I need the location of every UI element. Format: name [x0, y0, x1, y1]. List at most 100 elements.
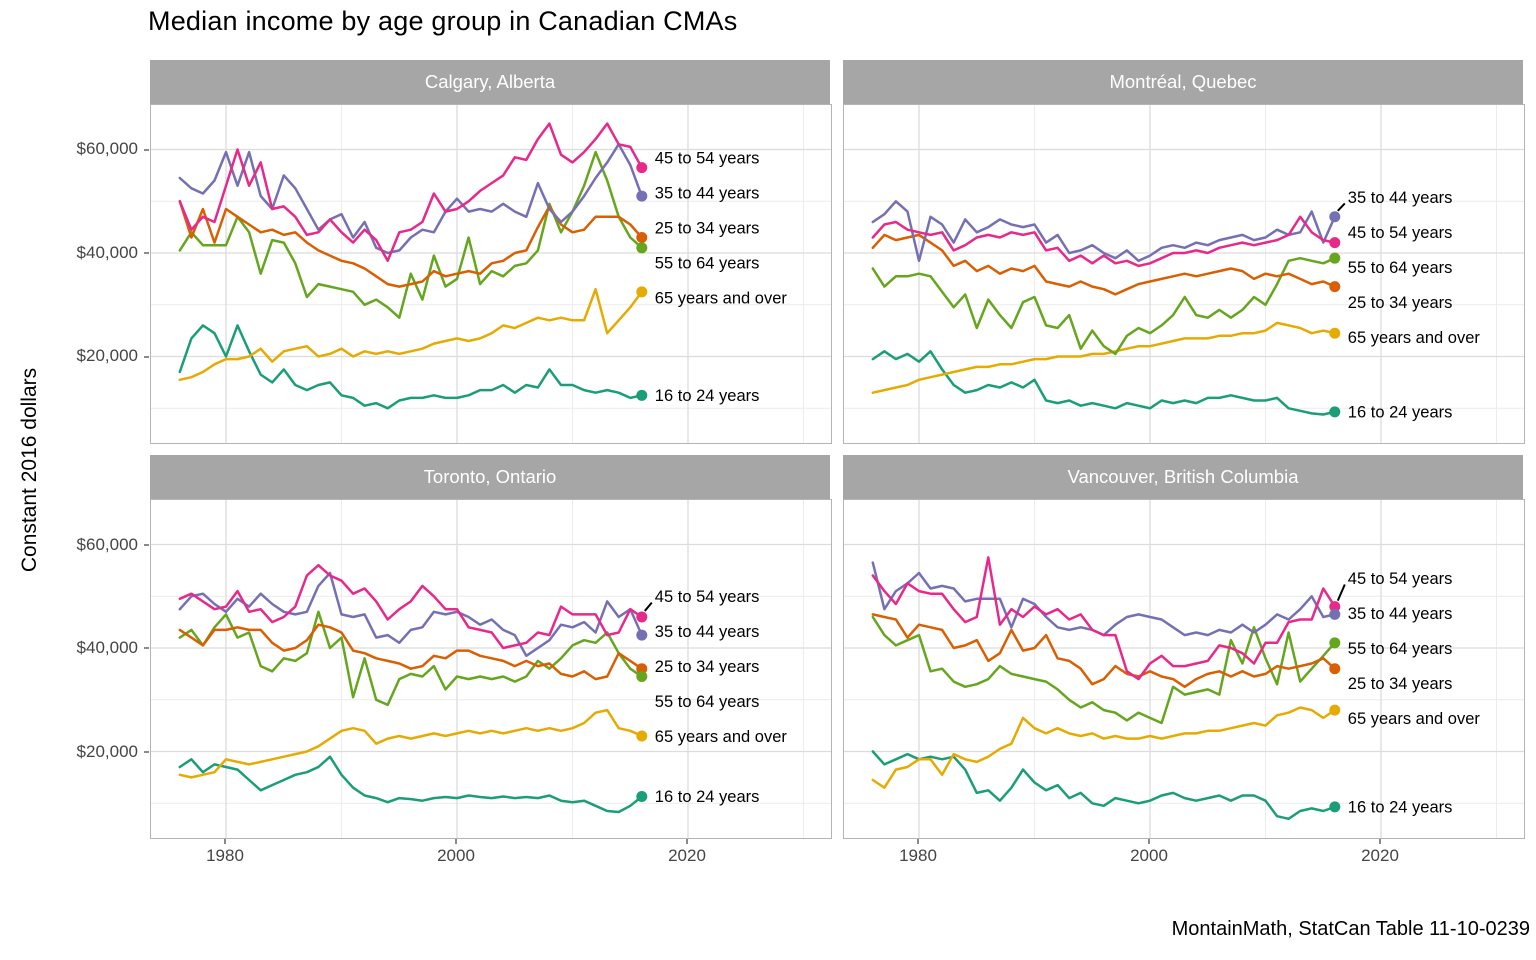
- series-label-25-to-34-years: 25 to 34 years: [1348, 294, 1453, 312]
- series-line-16-to-24-years: [871, 750, 1337, 821]
- series-label-65-years-and-over: 65 years and over: [1348, 329, 1481, 347]
- label-leader-line: [1337, 202, 1346, 212]
- series-line-25-to-34-years: [871, 233, 1337, 296]
- x-tick-label: 2000: [437, 846, 475, 865]
- series-label-35-to-44-years: 35 to 44 years: [655, 185, 760, 203]
- series-line-65-years-and-over: [178, 287, 644, 382]
- series-end-dot-25-to-34-years: [636, 231, 648, 243]
- series-label-55-to-64-years: 55 to 64 years: [655, 255, 760, 273]
- plot-area-vancouver: 45 to 54 years 35 to 44 years 55 to 64 yea…: [843, 499, 1525, 839]
- series-label-55-to-64-years: 55 to 64 years: [1348, 640, 1453, 658]
- series-label-65-years-and-over: 65 years and over: [1348, 710, 1481, 728]
- series-label-65-years-and-over: 65 years and over: [655, 290, 788, 308]
- x-tick-label: 2000: [1130, 846, 1168, 865]
- series-line-16-to-24-years: [178, 324, 644, 410]
- series-label-16-to-24-years: 16 to 24 years: [655, 387, 760, 405]
- series-label-55-to-64-years: 55 to 64 years: [655, 693, 760, 711]
- series-line-16-to-24-years: [178, 755, 644, 814]
- series-line-65-years-and-over: [871, 321, 1337, 394]
- label-leader-line: [644, 601, 653, 612]
- x-tick-label: 1980: [206, 846, 244, 865]
- label-leader-line: [1336, 584, 1346, 601]
- x-tick-mark: [224, 839, 226, 844]
- series-line-35-to-44-years: [178, 143, 644, 255]
- series-end-dot-45-to-54-years: [636, 611, 648, 623]
- series-end-dot-35-to-44-years: [636, 629, 648, 641]
- series-end-dot-55-to-64-years: [636, 670, 648, 682]
- series-label-45-to-54-years: 45 to 54 years: [655, 588, 760, 606]
- series-end-dot-16-to-24-years: [1329, 801, 1341, 813]
- series-label-25-to-34-years: 25 to 34 years: [1348, 675, 1453, 693]
- plot-area-montreal: 35 to 44 years 45 to 54 years 55 to 64 yea…: [843, 104, 1525, 444]
- plot-area-calgary: 45 to 54 years 35 to 44 years 25 to 34 yea…: [150, 104, 832, 444]
- y-tick-mark: [144, 751, 149, 753]
- y-tick-label: $20,000: [76, 742, 138, 761]
- y-tick-label: $20,000: [76, 346, 138, 365]
- series-line-55-to-64-years: [178, 150, 644, 319]
- y-tick-label: $40,000: [76, 243, 138, 262]
- series-line-16-to-24-years: [871, 350, 1337, 416]
- y-tick-mark: [144, 252, 149, 254]
- series-line-55-to-64-years: [178, 610, 644, 707]
- y-tick-mark: [144, 647, 149, 649]
- x-tick-label: 1980: [899, 846, 937, 865]
- facet-strip-toronto: Toronto, Ontario: [150, 455, 830, 499]
- x-tick-mark: [455, 839, 457, 844]
- y-tick-mark: [144, 356, 149, 358]
- facet-panel-calgary: Calgary, Alberta 45 to 54 years 35 to 44 …: [150, 60, 832, 444]
- y-tick-label: $60,000: [76, 535, 138, 554]
- facet-panel-vancouver: Vancouver, British Columbia 45 to 54 yea…: [843, 455, 1525, 839]
- series-end-dot-45-to-54-years: [1329, 237, 1341, 249]
- series-line-55-to-64-years: [871, 615, 1337, 725]
- series-end-dot-45-to-54-years: [636, 162, 648, 174]
- series-label-25-to-34-years: 25 to 34 years: [655, 220, 760, 238]
- series-line-55-to-64-years: [871, 256, 1337, 356]
- series-line-45-to-54-years: [871, 556, 1337, 681]
- series-end-dot-16-to-24-years: [636, 389, 648, 401]
- series-end-dot-55-to-64-years: [1329, 252, 1341, 264]
- chart-title: Median income by age group in Canadian C…: [148, 6, 738, 36]
- series-end-dot-65-years-and-over: [1329, 327, 1341, 339]
- series-label-45-to-54-years: 45 to 54 years: [655, 150, 760, 168]
- facet-strip-calgary: Calgary, Alberta: [150, 60, 830, 104]
- x-tick-mark: [917, 839, 919, 844]
- series-end-dot-65-years-and-over: [636, 286, 648, 298]
- series-line-45-to-54-years: [871, 215, 1337, 268]
- series-label-16-to-24-years: 16 to 24 years: [1348, 798, 1453, 816]
- facet-panel-toronto: Toronto, Ontario 45 to 54 years 35 to 44 …: [150, 455, 832, 839]
- series-line-25-to-34-years: [178, 623, 644, 681]
- y-tick-label: $40,000: [76, 638, 138, 657]
- chart-caption: MontainMath, StatCan Table 11-10-0239: [1171, 918, 1530, 940]
- x-tick-mark: [1148, 839, 1150, 844]
- series-label-65-years-and-over: 65 years and over: [655, 728, 788, 746]
- plot-area-toronto: 45 to 54 years 35 to 44 years 25 to 34 yea…: [150, 499, 832, 839]
- x-tick-label: 2020: [668, 846, 706, 865]
- series-end-dot-16-to-24-years: [1329, 406, 1341, 418]
- series-line-45-to-54-years: [178, 563, 644, 650]
- series-end-dot-35-to-44-years: [636, 190, 648, 202]
- series-end-dot-55-to-64-years: [1329, 637, 1341, 649]
- series-label-55-to-64-years: 55 to 64 years: [1348, 259, 1453, 277]
- series-label-16-to-24-years: 16 to 24 years: [655, 788, 760, 806]
- series-label-45-to-54-years: 45 to 54 years: [1348, 570, 1453, 588]
- facet-panel-montreal: Montréal, Quebec 35 to 44 years 45 to 54 …: [843, 60, 1525, 444]
- y-tick-mark: [144, 544, 149, 546]
- series-end-dot-45-to-54-years: [1329, 601, 1341, 613]
- series-end-dot-55-to-64-years: [636, 242, 648, 254]
- series-line-65-years-and-over: [871, 706, 1337, 789]
- series-end-dot-25-to-34-years: [1329, 663, 1341, 675]
- facet-strip-montreal: Montréal, Quebec: [843, 60, 1523, 104]
- x-tick-mark: [1379, 839, 1381, 844]
- series-label-35-to-44-years: 35 to 44 years: [655, 623, 760, 641]
- series-label-25-to-34-years: 25 to 34 years: [655, 658, 760, 676]
- series-line-65-years-and-over: [178, 708, 644, 779]
- series-end-dot-65-years-and-over: [1329, 704, 1341, 716]
- series-line-35-to-44-years: [871, 200, 1337, 263]
- series-line-45-to-54-years: [178, 122, 644, 263]
- y-axis-title: Constant 2016 dollars: [18, 367, 41, 573]
- series-end-dot-25-to-34-years: [1329, 281, 1341, 293]
- series-line-25-to-34-years: [178, 200, 644, 288]
- series-label-16-to-24-years: 16 to 24 years: [1348, 403, 1453, 421]
- series-label-35-to-44-years: 35 to 44 years: [1348, 189, 1453, 207]
- series-line-35-to-44-years: [178, 571, 644, 658]
